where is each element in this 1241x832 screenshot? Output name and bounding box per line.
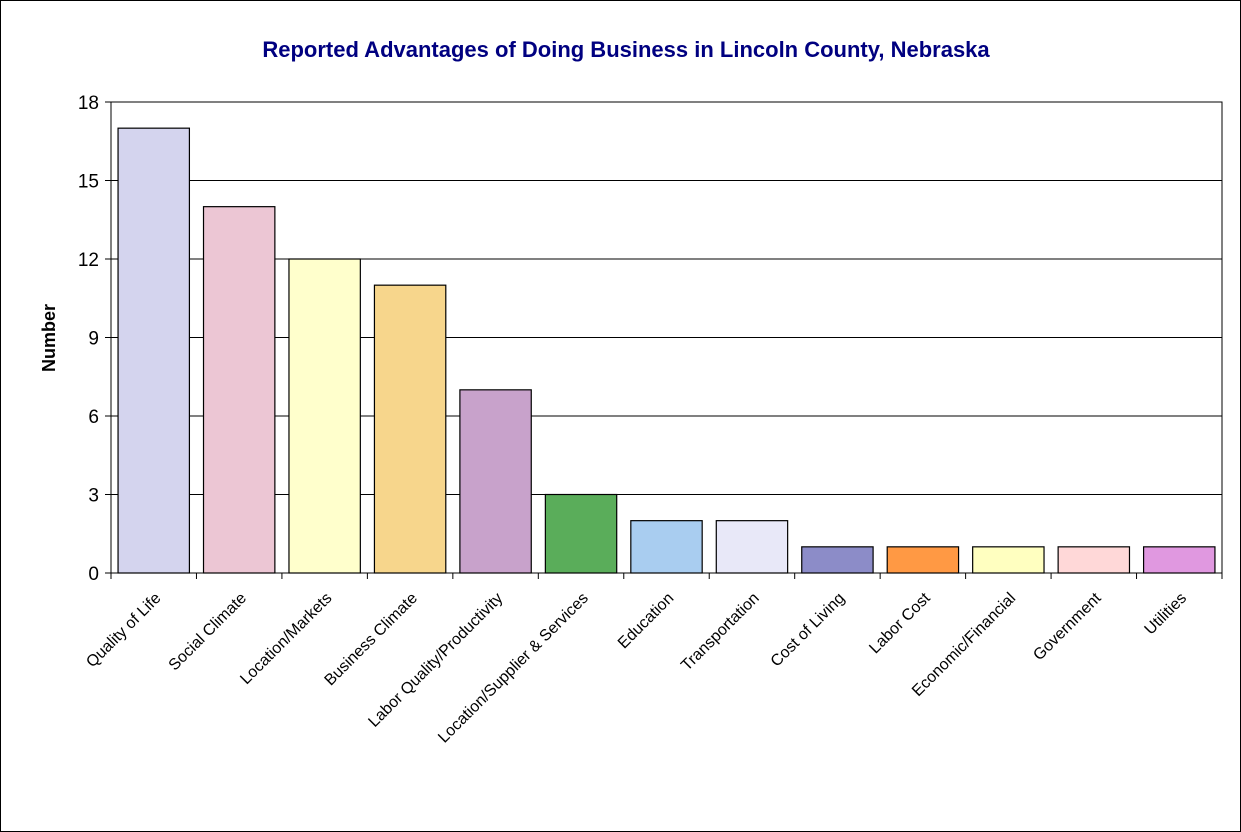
bar <box>1057 546 1131 574</box>
bar <box>1142 546 1216 574</box>
x-tick-label: Location/Markets <box>237 590 335 688</box>
x-tick-label: Government <box>1030 589 1105 664</box>
y-tick-label: 18 <box>78 93 99 114</box>
x-tick-label: Quality of Life <box>83 590 164 671</box>
bar <box>117 127 191 574</box>
plot-area <box>110 101 1223 574</box>
y-tick-label: 6 <box>88 407 99 428</box>
y-tick-label: 3 <box>88 486 99 507</box>
x-tick-labels: Quality of Life Social ClimateLocation/Ma… <box>83 589 1190 746</box>
bar <box>544 493 618 574</box>
x-tick-label: Location/Supplier & Services <box>435 590 592 747</box>
y-tick-label: 9 <box>88 329 99 350</box>
bar <box>886 546 960 574</box>
bar <box>373 284 447 574</box>
y-tick-labels: 0 3 6 9 12 15 18 <box>78 93 99 585</box>
x-tick-label: Social Climate <box>166 590 250 674</box>
bar <box>459 389 532 574</box>
x-tick-label: Business Climate <box>322 590 421 689</box>
bar <box>630 520 703 574</box>
y-tick-label: 12 <box>78 250 99 271</box>
y-tick-label: 15 <box>78 172 99 193</box>
y-tick-label: 0 <box>88 564 99 585</box>
bar <box>801 546 874 574</box>
y-axis-label: Number <box>39 304 59 372</box>
x-tick-label: Cost of Living <box>768 590 849 671</box>
x-tick-label: Labor Cost <box>866 589 934 657</box>
chart-title: Reported Advantages of Doing Business in… <box>262 37 990 62</box>
bar <box>288 258 361 574</box>
x-tick-label: Transportation <box>678 590 763 675</box>
gridlines <box>111 101 1222 574</box>
bars <box>117 127 1216 574</box>
x-tick-label: Utilities <box>1142 590 1190 638</box>
bar <box>715 520 789 574</box>
bar <box>202 206 276 574</box>
bar <box>972 546 1045 574</box>
axes <box>105 101 1223 579</box>
x-tick-label: Education <box>615 590 677 652</box>
